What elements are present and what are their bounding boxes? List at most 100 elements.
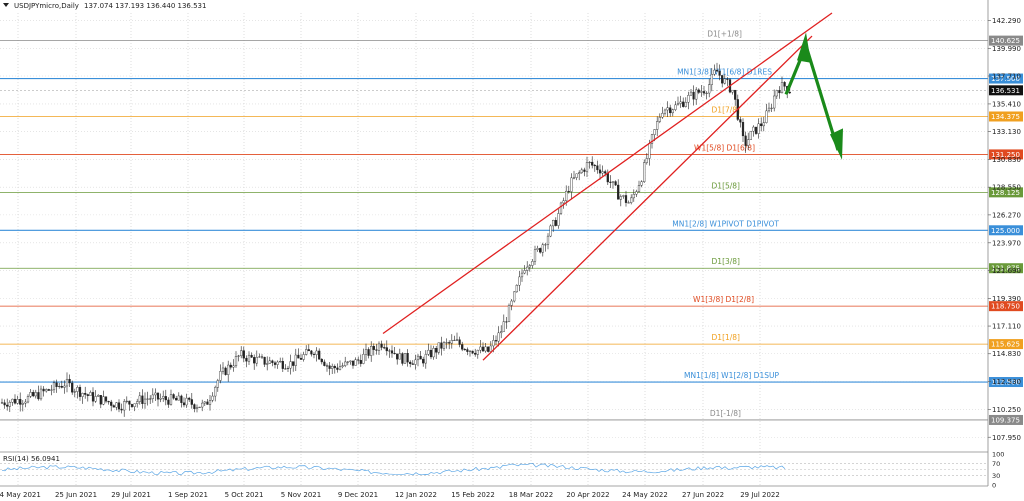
candle <box>346 361 349 366</box>
candle <box>624 190 628 207</box>
candle <box>32 389 35 398</box>
candle-body <box>180 395 183 403</box>
candle-body <box>653 129 656 135</box>
ohlc-values: 137.074 137.193 136.440 136.531 <box>84 2 206 10</box>
candle-body <box>201 402 204 408</box>
candle <box>112 404 115 408</box>
candle-body <box>120 408 123 411</box>
rsi-line <box>1 463 786 476</box>
candle <box>741 118 745 143</box>
candle <box>671 108 674 117</box>
candle-body <box>432 348 435 358</box>
candle <box>0 398 4 404</box>
candle-body <box>3 402 6 406</box>
candle <box>65 372 69 393</box>
candle <box>284 364 287 370</box>
candle <box>627 200 630 204</box>
candle <box>351 360 355 369</box>
candle-body <box>289 361 292 369</box>
dropdown-arrow-icon[interactable] <box>3 3 9 7</box>
candle <box>130 403 134 409</box>
candle-body <box>39 388 43 400</box>
candle <box>515 284 518 293</box>
candle <box>227 360 230 382</box>
candle-body <box>531 261 534 266</box>
candle <box>268 356 271 364</box>
candle-body <box>705 92 708 94</box>
candle <box>474 348 477 357</box>
candle <box>635 189 638 197</box>
candle-body <box>349 360 352 363</box>
candle <box>669 104 672 117</box>
candle-body <box>94 396 97 402</box>
candle-body <box>375 349 378 351</box>
current-price-badge <box>989 85 1023 96</box>
candle <box>396 353 399 365</box>
candle-body <box>372 346 375 350</box>
candle-body <box>221 367 225 372</box>
candle <box>770 103 773 112</box>
candle-body <box>367 349 370 356</box>
candle <box>299 353 303 360</box>
price-tick-label: 107.950 <box>992 434 1021 442</box>
candle-body <box>692 91 695 100</box>
candle <box>185 393 188 408</box>
candle-body <box>208 400 212 405</box>
candle <box>775 89 778 100</box>
candle-body <box>214 387 217 397</box>
candle-body <box>354 359 357 366</box>
candle-body <box>497 332 500 342</box>
candle <box>234 351 238 368</box>
candle-body <box>206 401 209 405</box>
candle <box>762 116 765 132</box>
candle-body <box>661 112 664 118</box>
candle <box>76 385 79 399</box>
candle-body <box>172 394 175 399</box>
candle <box>401 352 404 366</box>
candle-body <box>747 139 750 146</box>
price-tick-label: 121.690 <box>992 267 1021 275</box>
candle <box>125 396 128 404</box>
candle <box>468 350 472 357</box>
candle-body <box>19 399 22 405</box>
candle-body <box>99 395 102 405</box>
candle-body <box>136 401 139 404</box>
candle <box>201 399 204 412</box>
candle <box>276 360 279 369</box>
candle <box>697 88 700 95</box>
candle <box>424 350 427 369</box>
candle-body <box>331 366 334 369</box>
candle <box>273 360 277 369</box>
candle <box>406 349 409 367</box>
candle <box>190 392 193 409</box>
candle-body <box>346 361 349 363</box>
candle-body <box>778 90 781 94</box>
candle-body <box>448 342 451 344</box>
candle-body <box>325 365 329 367</box>
candle <box>479 339 482 354</box>
candle <box>739 116 742 128</box>
candle-body <box>606 172 609 183</box>
candle <box>536 245 539 252</box>
candle <box>645 153 648 165</box>
candle <box>383 343 386 350</box>
candle <box>520 269 524 282</box>
candle <box>39 385 43 401</box>
date-tick-label: 27 Jun 2022 <box>682 491 724 499</box>
candle <box>598 164 602 180</box>
candle <box>692 85 695 106</box>
candle-body <box>86 394 89 396</box>
candle <box>8 400 11 413</box>
candle-body <box>445 342 448 344</box>
candle-body <box>383 347 386 349</box>
candle <box>104 396 108 404</box>
date-tick-label: 15 Feb 2022 <box>451 491 495 499</box>
candle-body <box>762 122 765 127</box>
level-price-label: 131.250 <box>991 151 1020 159</box>
candle-body <box>505 321 508 323</box>
candle <box>117 399 121 413</box>
candle <box>778 86 781 99</box>
candle-body <box>739 119 742 123</box>
candle-body <box>575 173 578 178</box>
